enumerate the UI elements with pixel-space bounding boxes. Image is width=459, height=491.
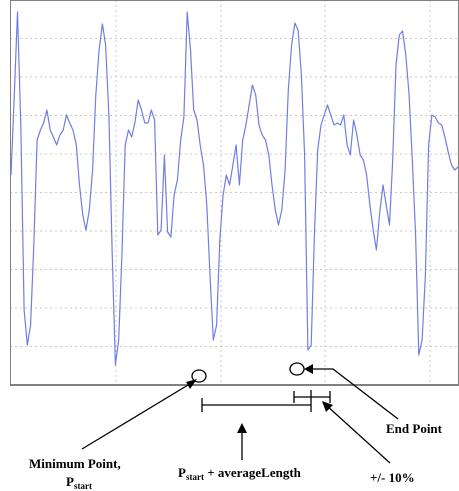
tolerance-label: +/- 10% (370, 470, 415, 485)
p-start-label-p: P (66, 474, 74, 489)
tolerance-arrow (322, 401, 391, 464)
avg-label-rest: + averageLength (204, 465, 302, 480)
tolerance-bracket (293, 391, 331, 403)
series-line (10, 11, 459, 366)
avg-label-p: P (178, 465, 186, 480)
end-point-arrow (304, 364, 399, 420)
min-point-label: Minimum Point, (29, 456, 121, 471)
avg-length-label: Pstart + averageLength (178, 465, 302, 482)
end-point-marker (289, 362, 305, 376)
p-start-label: Pstart (66, 474, 92, 491)
average-length-bracket (201, 390, 312, 412)
avg-label-sub: start (186, 472, 204, 482)
minimum-point-arrow (81, 379, 197, 450)
minimum-point-marker (191, 369, 207, 383)
grid (10, 0, 459, 385)
p-start-label-sub: start (74, 481, 92, 491)
average-length-arrow (237, 423, 247, 460)
end-point-label: End Point (386, 421, 443, 436)
